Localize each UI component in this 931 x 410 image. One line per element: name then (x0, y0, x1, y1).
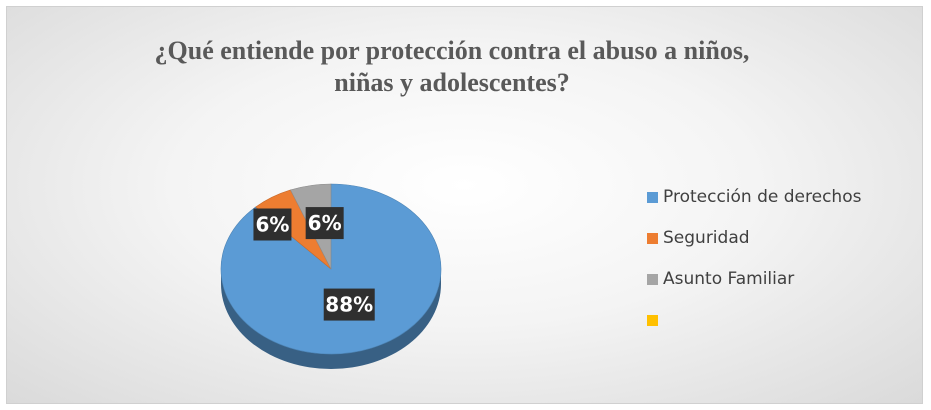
legend-label-asunto-familiar: Asunto Familiar (663, 269, 795, 289)
legend-label-seguridad: Seguridad (663, 228, 750, 248)
data-label-proteccion: 88% (325, 293, 373, 317)
chart-title-line-2: niñas y adolescentes? (334, 68, 570, 97)
legend-swatch-proteccion (647, 191, 658, 203)
data-label-asunto-familiar: 6% (308, 211, 342, 235)
data-label-box-asunto-familiar (305, 207, 344, 240)
legend-label-proteccion: Protección de derechos (663, 187, 862, 207)
chart-area: ¿Qué entiende por protección contra el a… (6, 6, 923, 404)
data-label-box-seguridad (253, 208, 292, 241)
legend-item-blank (647, 310, 927, 330)
pie-side-proteccion (221, 269, 441, 369)
legend: Protección de derechos Seguridad Asunto … (647, 187, 927, 351)
data-label-box-proteccion (323, 288, 375, 321)
pie-chart: 88% 6% 6% (220, 183, 442, 369)
chart-title: ¿Qué entiende por protección contra el a… (67, 35, 837, 99)
legend-item-proteccion: Protección de derechos (647, 187, 927, 207)
data-label-seguridad: 6% (255, 213, 289, 237)
legend-swatch-blank (647, 314, 658, 326)
legend-item-seguridad: Seguridad (647, 228, 927, 248)
legend-swatch-seguridad (647, 232, 658, 244)
legend-swatch-asunto-familiar (647, 273, 658, 285)
legend-item-asunto-familiar: Asunto Familiar (647, 269, 927, 289)
chart-title-line-1: ¿Qué entiende por protección contra el a… (154, 36, 750, 65)
